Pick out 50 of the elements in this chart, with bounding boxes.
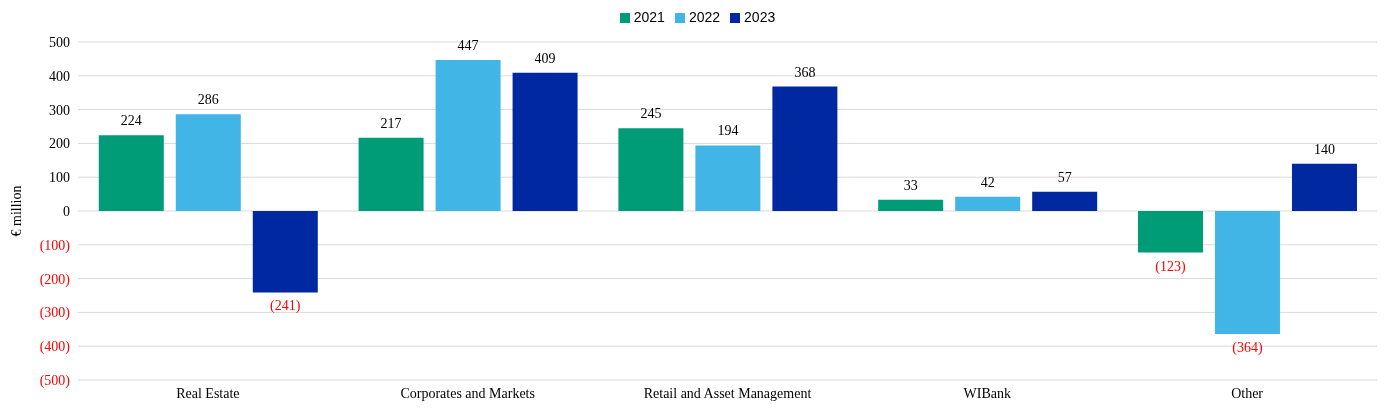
data-label: (123)	[1155, 258, 1186, 275]
data-label: 42	[980, 174, 995, 190]
y-tick-label: 0	[63, 204, 70, 219]
bar	[695, 145, 761, 211]
bar	[175, 114, 241, 211]
data-label: 224	[120, 113, 142, 129]
bar	[878, 199, 944, 211]
bar	[1032, 191, 1098, 211]
data-label: 245	[640, 106, 662, 122]
y-tick-label: (500)	[39, 373, 71, 389]
y-tick-label: (300)	[39, 305, 71, 322]
y-tick-label: 100	[49, 170, 70, 186]
data-label: (364)	[1232, 340, 1263, 357]
y-tick-label: 400	[49, 68, 70, 84]
bar	[512, 72, 578, 211]
bar	[955, 196, 1021, 211]
bar	[435, 59, 501, 211]
legend-label: 2023	[744, 9, 776, 25]
data-label: 368	[794, 64, 816, 80]
x-tick-label: Corporates and Markets	[400, 385, 535, 401]
y-axis-title: € million	[8, 185, 24, 237]
legend-label: 2022	[688, 9, 721, 25]
x-tick-label: Real Estate	[176, 385, 240, 401]
bar	[358, 137, 424, 211]
x-tick-label: Other	[1231, 385, 1264, 401]
data-label: 57	[1057, 169, 1072, 185]
x-tick-label: Retail and Asset Management	[643, 385, 812, 401]
legend-label: 2021	[633, 9, 665, 25]
bar	[252, 211, 318, 293]
bar	[1137, 211, 1203, 253]
y-tick-label: (400)	[39, 339, 71, 356]
data-label: 447	[457, 37, 479, 53]
data-label: 33	[903, 177, 918, 193]
bar	[98, 135, 164, 211]
y-tick-label: 200	[49, 136, 70, 152]
data-label: 194	[717, 123, 739, 139]
data-label: (241)	[270, 298, 301, 315]
data-label: 409	[534, 50, 556, 66]
x-tick-label: WIBank	[963, 385, 1012, 401]
y-tick-label: (100)	[39, 237, 71, 254]
data-label: 217	[380, 115, 402, 131]
bar	[772, 86, 838, 211]
bar	[618, 128, 684, 211]
bar	[1214, 211, 1280, 335]
data-label: 140	[1313, 141, 1335, 157]
y-tick-label: (200)	[39, 271, 71, 288]
y-tick-label: 300	[49, 102, 70, 118]
data-label: 286	[197, 92, 219, 108]
y-tick-label: 500	[49, 35, 70, 50]
bar	[1291, 163, 1357, 211]
